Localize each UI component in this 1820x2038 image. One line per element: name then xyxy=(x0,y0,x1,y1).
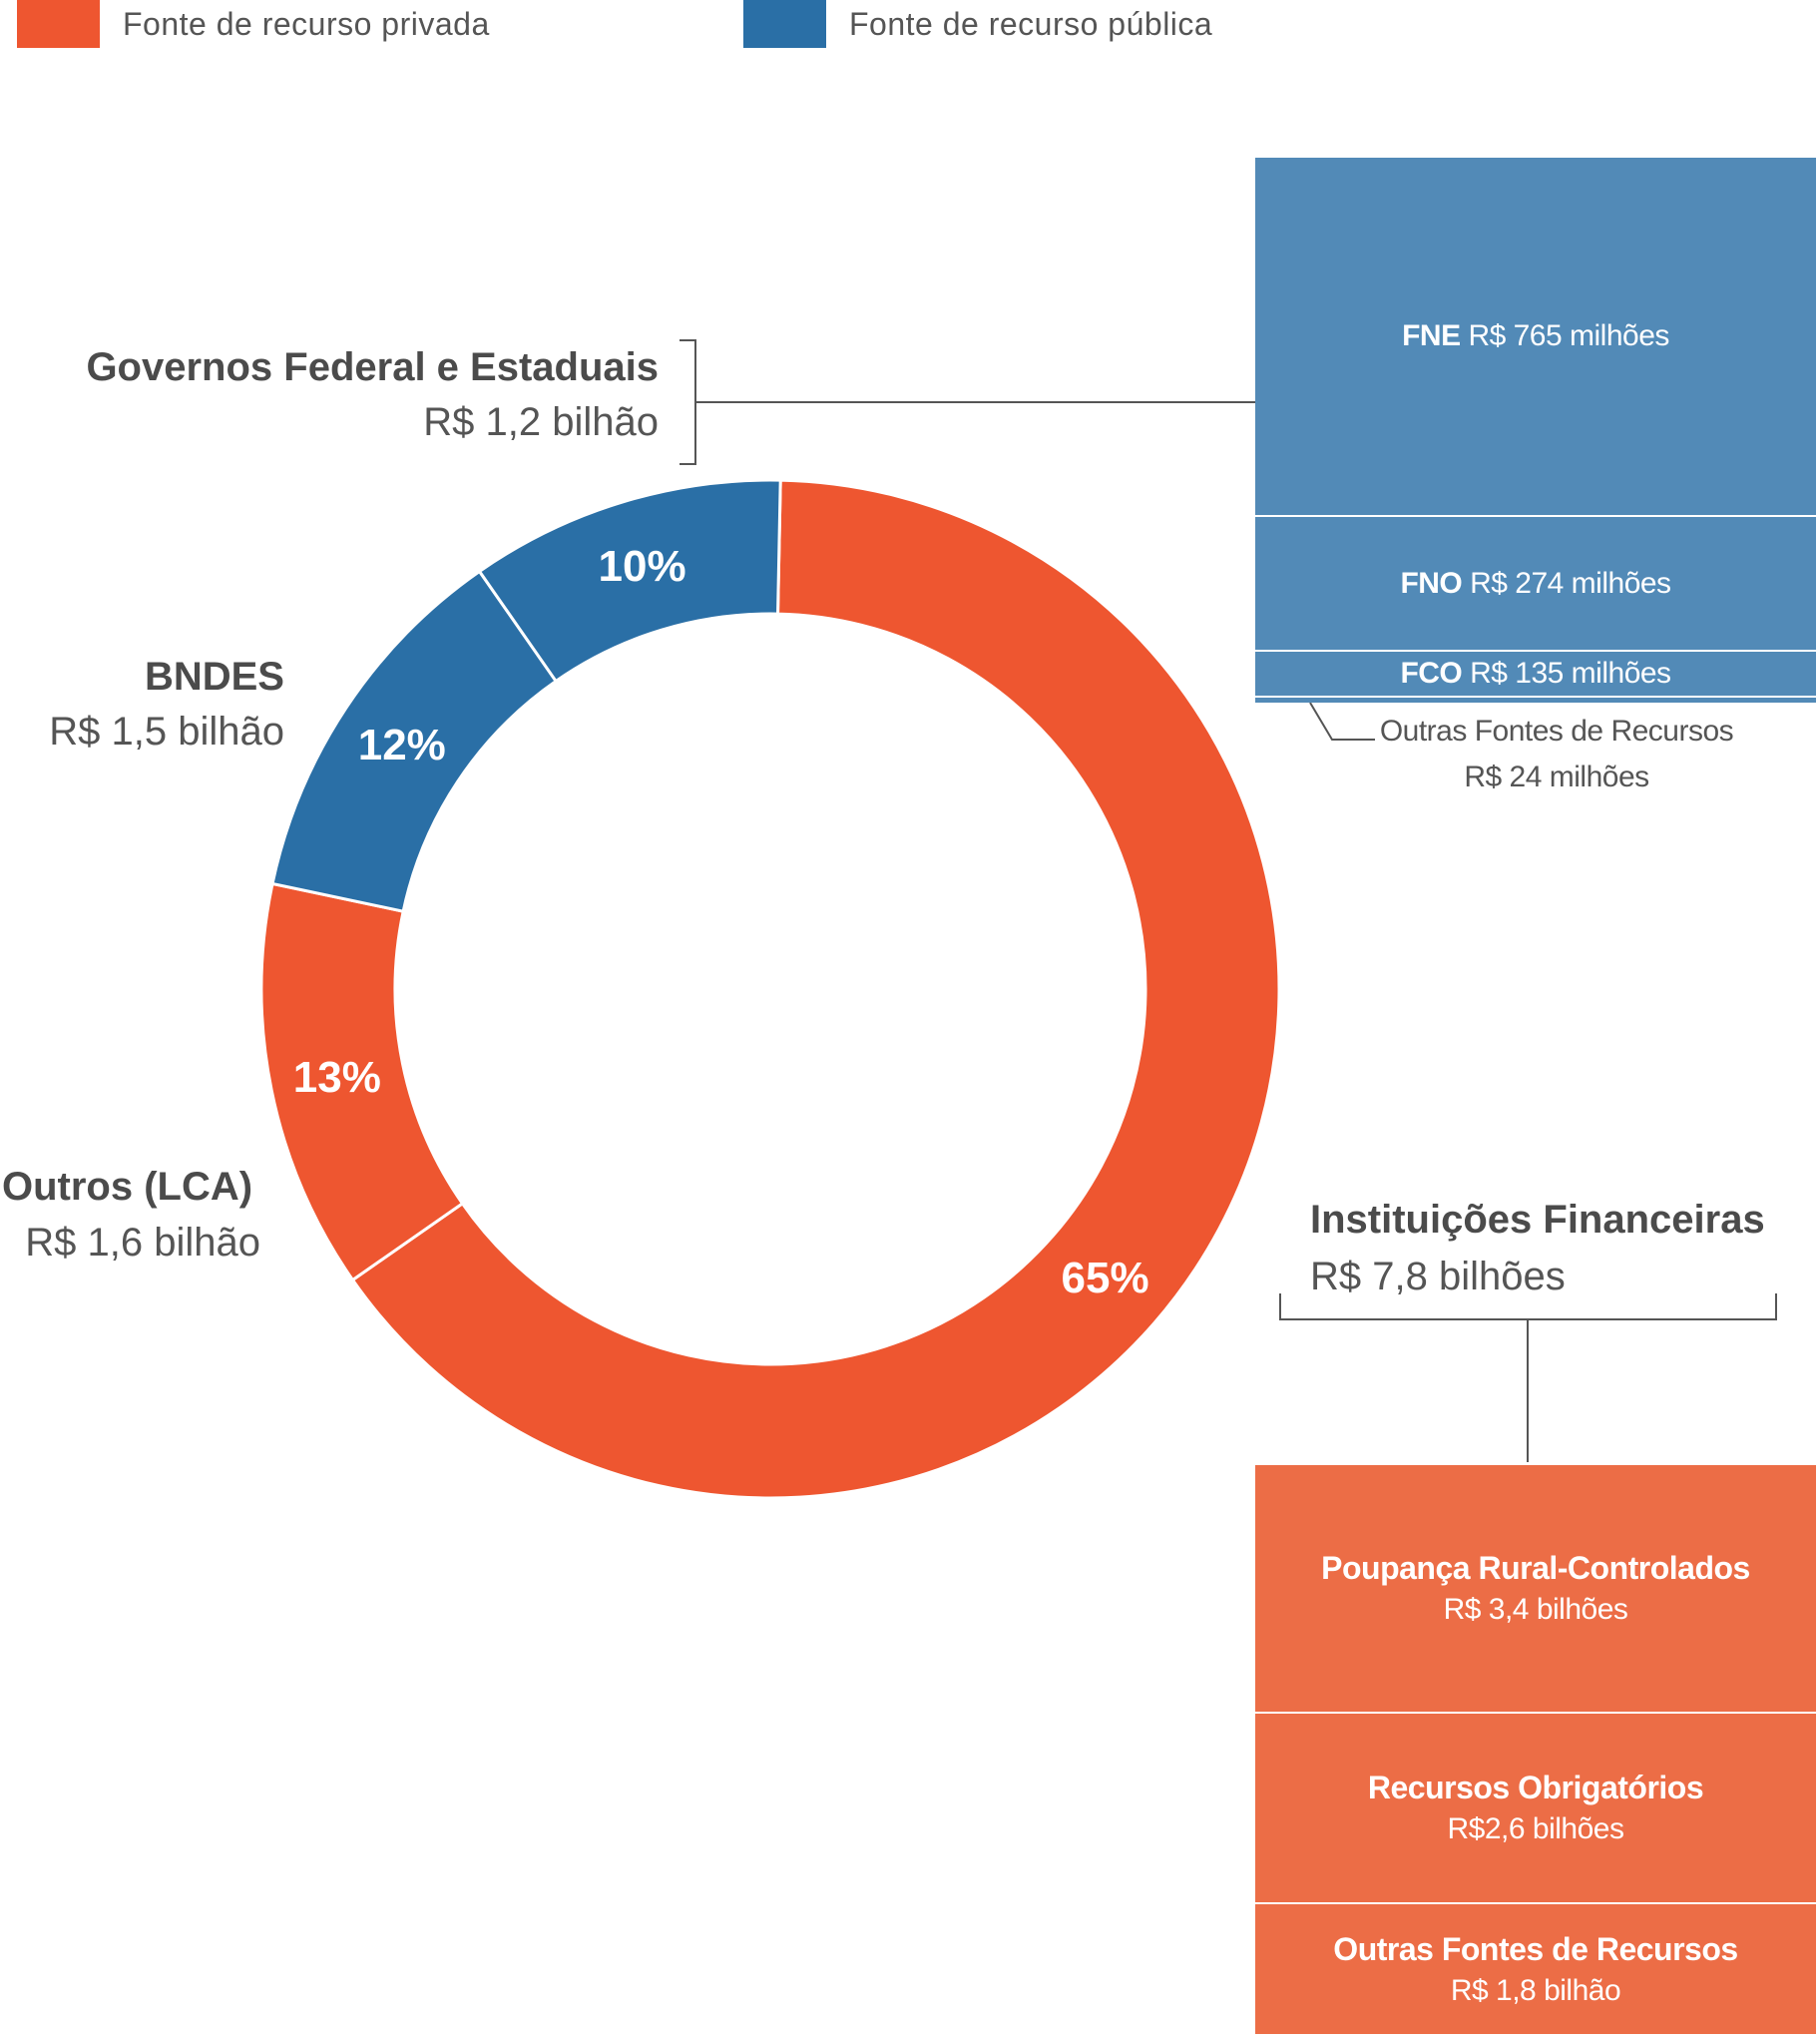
box-fno-value: R$ 274 milhões xyxy=(1470,566,1671,600)
label-instituicoes-value: R$ 7,8 bilhões xyxy=(1310,1255,1566,1298)
legend-item-private: Fonte de recurso privada xyxy=(17,0,490,48)
label-outras-fontes-public-value: R$ 24 milhões xyxy=(1464,761,1649,793)
box-fco: FCO R$ 135 milhões xyxy=(1255,652,1816,696)
label-governos-title: Governos Federal e Estaduais xyxy=(86,345,659,389)
connector-lines xyxy=(680,339,1777,1462)
box-outras-fontes-private: Outras Fontes de Recursos R$ 1,8 bilhão xyxy=(1255,1904,1816,2034)
donut-percent-label-3: 10% xyxy=(599,542,686,591)
box-outras-private-name: Outras Fontes de Recursos xyxy=(1333,1930,1738,1967)
box-poupanca-rural: Poupança Rural-Controlados R$ 3,4 bilhõe… xyxy=(1255,1465,1816,1712)
outras-fontes-pointer xyxy=(1309,702,1375,741)
box-poupanca-value: R$ 3,4 bilhões xyxy=(1443,1593,1628,1626)
donut-percent-label-2: 12% xyxy=(358,721,446,769)
donut-slice-0 xyxy=(350,478,1281,1500)
donut-slices xyxy=(259,478,1281,1500)
donut-percent-label-1: 13% xyxy=(293,1053,381,1102)
legend-label-public: Fonte de recurso pública xyxy=(849,5,1213,42)
label-outros-value: R$ 1,6 bilhão xyxy=(25,1221,260,1265)
legend-label-private: Fonte de recurso privada xyxy=(123,5,490,42)
legend-swatch-private xyxy=(17,0,100,48)
box-outras-private-value: R$ 1,8 bilhão xyxy=(1450,1973,1621,2007)
label-outros-title: Outros (LCA) xyxy=(2,1165,253,1209)
box-recursos-obrigatorios: Recursos Obrigatórios R$2,6 bilhões xyxy=(1255,1714,1816,1902)
box-fco-value: R$ 135 milhões xyxy=(1470,657,1671,690)
legend-swatch-public xyxy=(743,0,826,48)
box-obrigatorios-name: Recursos Obrigatórios xyxy=(1367,1770,1704,1805)
box-fno: FNO R$ 274 milhões xyxy=(1255,517,1816,650)
label-bndes-title: BNDES xyxy=(144,655,284,699)
label-outras-fontes-public-name: Outras Fontes de Recursos xyxy=(1379,715,1734,748)
governos-bracket xyxy=(680,339,696,465)
donut-percent-label-0: 65% xyxy=(1062,1254,1149,1302)
box-fne-name: FNE xyxy=(1402,319,1461,352)
box-obrigatorios-value: R$2,6 bilhões xyxy=(1447,1812,1624,1845)
donut-slice-3 xyxy=(477,478,782,684)
donut-percent-labels: 65% 13% 12% 10% xyxy=(293,542,1149,1302)
box-outras-fontes-public xyxy=(1255,698,1816,703)
box-fne-value: R$ 765 milhões xyxy=(1468,319,1669,352)
box-fco-name: FCO xyxy=(1400,657,1463,690)
box-poupanca-name: Poupança Rural-Controlados xyxy=(1321,1550,1750,1586)
label-bndes-value: R$ 1,5 bilhão xyxy=(49,710,284,754)
box-fne: FNE R$ 765 milhões xyxy=(1255,158,1816,515)
box-fno-name: FNO xyxy=(1400,566,1463,600)
label-governos-value: R$ 1,2 bilhão xyxy=(423,400,659,444)
legend-item-public: Fonte de recurso pública xyxy=(743,0,1212,48)
label-instituicoes-title: Instituições Financeiras xyxy=(1310,1198,1765,1242)
